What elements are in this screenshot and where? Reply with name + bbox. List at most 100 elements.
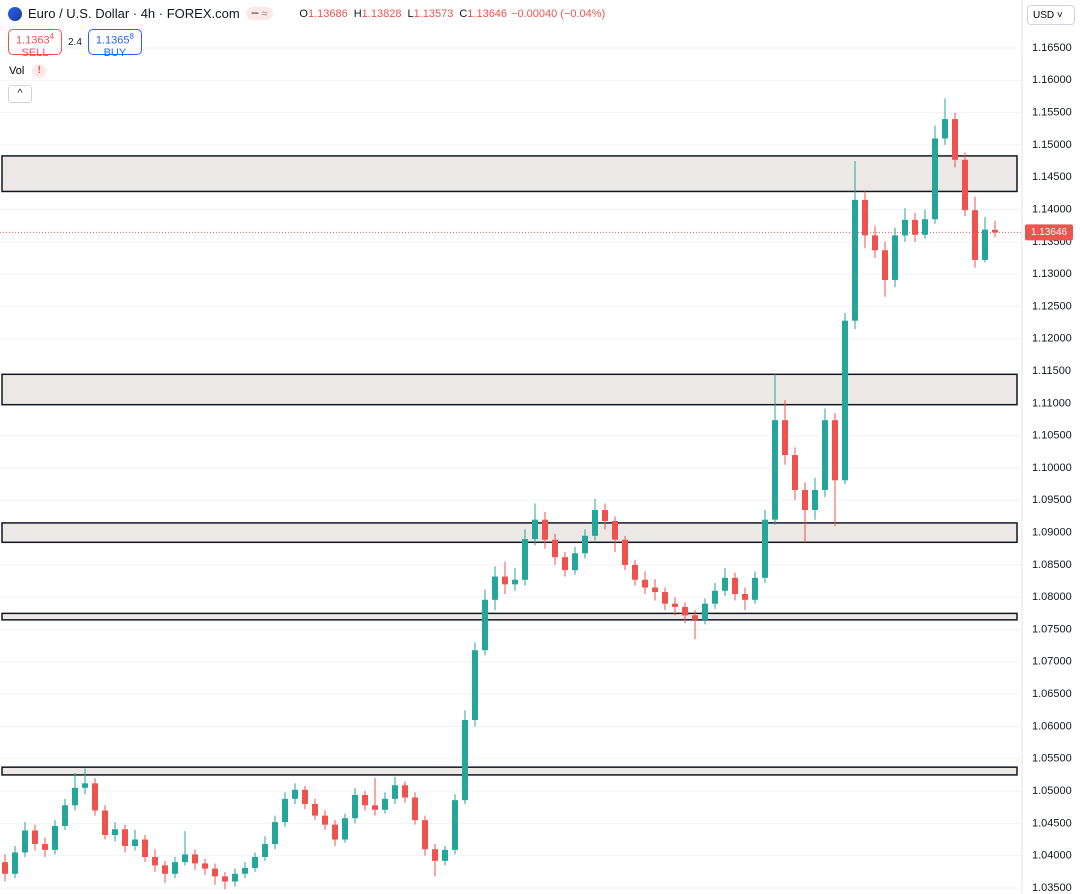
candle-body	[512, 579, 518, 585]
last-price-tag-bg	[1025, 224, 1073, 241]
y-tick-label: 1.11500	[1032, 365, 1071, 377]
candle-body	[862, 199, 868, 236]
y-tick-label: 1.10000	[1032, 462, 1072, 474]
candle-body	[352, 794, 358, 819]
y-tick-label: 1.03500	[1032, 882, 1072, 894]
candle-body	[382, 798, 388, 810]
warning-icon[interactable]: !	[32, 64, 47, 78]
candle-body	[892, 235, 898, 280]
candle-body	[532, 519, 538, 540]
candle-body	[52, 825, 58, 850]
y-tick-label: 1.05500	[1032, 753, 1072, 765]
candle-body	[122, 829, 128, 846]
candle-body	[292, 789, 298, 799]
y-tick-label: 1.12500	[1032, 300, 1072, 312]
candle-body	[242, 867, 248, 874]
candle-body	[182, 854, 188, 863]
candle-body	[142, 839, 148, 857]
candle-body	[612, 520, 618, 540]
y-tick-label: 1.08000	[1032, 591, 1072, 603]
buy-label: BUY	[103, 46, 127, 59]
buy-button[interactable]: 1.13658 BUY	[87, 29, 142, 59]
candle-body	[712, 590, 718, 604]
indicator-toggle[interactable]: ━ ≈	[245, 7, 274, 20]
candle-body	[932, 138, 938, 220]
candle-body	[402, 785, 408, 798]
candle-body	[832, 420, 838, 481]
ohlc-key: O	[299, 7, 308, 20]
candle-body	[12, 852, 18, 874]
y-tick-label: 1.07500	[1032, 623, 1072, 635]
candle-body	[372, 805, 378, 810]
candle-body	[972, 210, 978, 260]
collapse-button[interactable]: ^	[8, 85, 32, 103]
sell-button[interactable]: 1.13634 SELL	[8, 29, 62, 59]
candle-body	[312, 803, 318, 816]
candle-body	[632, 564, 638, 580]
candle-body	[812, 489, 818, 510]
y-tick-label: 1.12000	[1032, 333, 1072, 345]
candle-body	[152, 856, 158, 866]
spread: 2.4	[68, 36, 82, 48]
y-tick-label: 1.10500	[1032, 430, 1072, 442]
y-tick-label: 1.11000	[1032, 397, 1071, 409]
candle-body	[62, 805, 68, 826]
candle-body	[742, 593, 748, 600]
candle-body	[212, 868, 218, 877]
zone	[1, 612, 1018, 621]
candle-body	[92, 783, 98, 811]
zone	[1, 766, 1018, 776]
candle-body	[702, 603, 708, 620]
candle-body	[992, 229, 998, 233]
candle-body	[652, 587, 658, 593]
candle-body	[322, 815, 328, 825]
candle-body	[782, 420, 788, 456]
sell-price: 1.1363	[15, 34, 50, 47]
candle-body	[622, 539, 628, 565]
symbol-logo	[8, 6, 22, 21]
volume-legend: Vol!	[9, 64, 47, 78]
candle-body	[472, 650, 478, 720]
candle-body	[642, 579, 648, 588]
candle-body	[42, 844, 48, 850]
candle-body	[232, 873, 238, 882]
candle-body	[462, 719, 468, 801]
candle-body	[22, 830, 28, 853]
candle-body	[732, 577, 738, 594]
candle-body	[112, 829, 118, 836]
y-tick-label: 1.09500	[1032, 494, 1072, 506]
candle-body	[882, 250, 888, 280]
candle-body	[2, 862, 8, 874]
candle-body	[192, 854, 198, 864]
ohlc-value: 1.13573	[413, 7, 454, 20]
candle-body	[32, 830, 38, 845]
candle-body	[202, 863, 208, 869]
candle-body	[602, 509, 608, 521]
candle-body	[72, 787, 78, 806]
candle-body	[452, 800, 458, 850]
trade-panel: 1.13634 SELL 2.4 1.13658 BUY	[8, 29, 142, 59]
candle-body	[432, 849, 438, 861]
candle-body	[392, 785, 398, 799]
candle-body	[822, 420, 828, 490]
ohlc-key: C	[459, 7, 468, 20]
candle-body	[262, 844, 268, 857]
candle-body	[962, 159, 968, 211]
y-tick-label: 1.04000	[1032, 850, 1072, 862]
candle-body	[922, 219, 928, 235]
y-tick-label: 1.06500	[1032, 688, 1072, 700]
y-tick-label: 1.06000	[1032, 720, 1072, 732]
candle-body	[342, 818, 348, 840]
candle-body	[102, 810, 108, 836]
volume-label: Vol	[9, 65, 25, 77]
candle-body	[762, 519, 768, 578]
ohlc-value: 1.13828	[361, 7, 402, 20]
candle-body	[282, 798, 288, 823]
candle-body	[802, 489, 808, 510]
candle-body	[912, 219, 918, 235]
currency-selector[interactable]: USD ˅	[1027, 5, 1075, 25]
candle-body	[272, 822, 278, 845]
buy-pip: 8	[129, 32, 134, 41]
y-tick-label: 1.05000	[1032, 785, 1072, 797]
